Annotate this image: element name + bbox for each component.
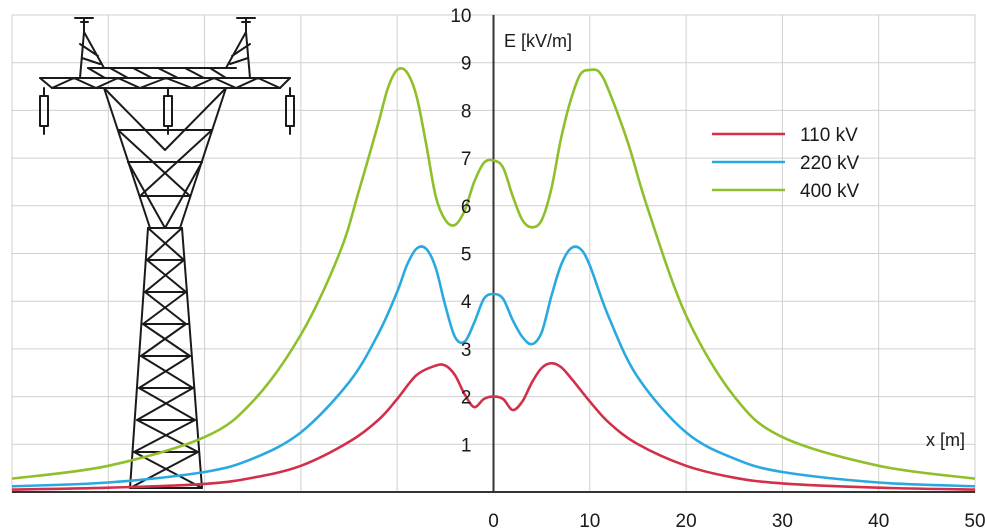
x-tick-label: 40 [868,511,889,531]
series-line [11,361,976,491]
tick-labels: 0 10 20 30 40 50 1 2 3 4 5 6 7 8 9 10 [450,6,985,531]
axes [12,15,975,493]
y-tick-label: 1 [461,435,472,456]
x-tick-label: 0 [488,511,499,531]
x-tick-label: 20 [676,511,697,531]
y-axis-label: E [kV/m] [504,31,572,51]
legend-label: 110 kV [800,125,858,146]
legend: 110 kV 220 kV 400 kV [712,125,859,202]
x-tick-label: 50 [964,511,985,531]
transmission-tower-illustration [39,17,295,489]
y-tick-label: 4 [461,292,472,313]
y-tick-label: 5 [461,245,472,266]
y-tick-label: 2 [461,388,472,409]
x-tick-label: 10 [579,511,600,531]
series-line [11,66,976,480]
series-lines [11,66,976,491]
series-line [11,245,976,488]
y-tick-label: 9 [461,54,472,75]
legend-label: 220 kV [800,153,859,174]
y-tick-label: 10 [450,6,471,27]
y-tick-label: 6 [461,197,472,218]
y-tick-label: 8 [461,101,472,122]
y-tick-label: 3 [461,340,472,361]
x-axis-label: x [m] [926,430,965,450]
legend-label: 400 kV [800,181,859,202]
x-tick-label: 30 [772,511,793,531]
y-tick-label: 7 [461,149,472,170]
